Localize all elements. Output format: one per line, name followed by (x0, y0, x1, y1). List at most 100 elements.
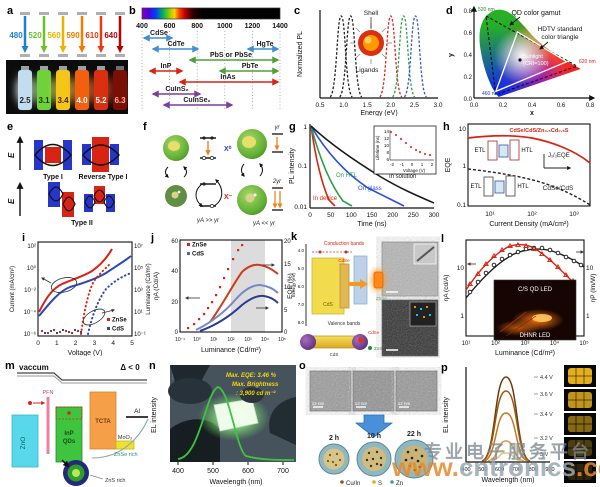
device-photo (168, 365, 296, 462)
flexible-led (213, 398, 259, 432)
y-axis-label: y (448, 53, 455, 57)
panel-m-label: m (5, 360, 15, 372)
legend-cuin: Cu/In (346, 481, 360, 487)
legend: ZnSe CdS (107, 318, 127, 333)
tick-label: 10¹ (210, 337, 218, 343)
tick-label: 0.5 (315, 102, 324, 109)
panel-c: c Shell Ligands 0.5 1.0 1.5 2.0 2.5 3.0 Energ… (294, 5, 443, 116)
y-axis-label-left: ηA (cd/A) (443, 275, 450, 302)
voltage-label: 3.4 V (540, 412, 553, 418)
reverse-type1-diagram (82, 137, 120, 172)
x-ticks: 10¹ 10² 10³ 10⁴ 10⁵ (462, 340, 589, 347)
tick-label: 10 (384, 143, 390, 148)
tick-label: 250 (408, 212, 419, 219)
auger-slow-caption: γA << γr (253, 221, 276, 227)
tick-label: 10 (457, 265, 465, 272)
panel-p-label: p (441, 362, 448, 374)
tick-label: 10³ (134, 288, 143, 294)
hdtv-label-2: color triangle (541, 34, 579, 41)
watermark-chinese: 专业电子服务平台 (424, 442, 592, 462)
el-spectrum-curve (177, 386, 295, 461)
tcta-label: TCTA (95, 419, 111, 425)
panel-n-label: n (149, 360, 156, 372)
wavelength-label: 590 (66, 31, 80, 40)
watermark-com: .com (575, 452, 600, 482)
nanorod-schematic: CdS CdSe ZnSe (300, 330, 385, 357)
tick-label: 300 (429, 212, 440, 219)
tick-label: 0.8 (586, 103, 595, 109)
y-ticks-right: 10⁷ 10⁵ 10³ 10¹ 10⁻¹ (134, 243, 146, 338)
tick-label: 2.5 (410, 102, 419, 109)
y-axis-label: EL intensity (151, 397, 158, 433)
y-axis-label: PL intensity (289, 148, 296, 184)
panel-n: n Max. EQE: 3.46 % Max. Brightness : 3,9… (149, 360, 296, 486)
wavelength-label: 560 (47, 31, 61, 40)
top-curve-label: CdSe/CdS/Zn₀.₅Cd₀.₅S (510, 128, 569, 134)
y-axis-label: EL intensity (443, 397, 450, 433)
x-ticks: 400 500 600 700 800 900 (461, 467, 554, 473)
neutral-qd-pair (163, 135, 189, 207)
tick-label: 400 (136, 23, 148, 30)
x-axis-label: Wavelength (nm) (481, 477, 534, 484)
tick-label: 10⁰ (27, 265, 37, 272)
tick-label: -2 (390, 162, 394, 167)
tick-label: 150 (367, 212, 378, 219)
panel-m: m vaccum Δ < 0 ZnO PFN InP QDs TCTA MoO₃… (5, 360, 149, 486)
jv-curves (38, 248, 132, 317)
tcta-layer (89, 391, 117, 450)
nm620-label: 620 nm (579, 59, 596, 65)
tick-label: 1 (462, 163, 466, 170)
panel-k: k 4.0 5.0 6.0 7.0 8.0 Energy (eV) Conduction… (291, 231, 439, 357)
spectrum-bar (141, 7, 281, 20)
j-annotation-arrow (543, 154, 572, 171)
radiative-levels-bottom (272, 187, 283, 211)
x-ticks: 10⁻¹ 10⁰ 10¹ 10² 10³ 10⁴ 10⁵ (175, 337, 286, 343)
energy-axis-label: E (7, 198, 16, 204)
watermark-url: www.cntronics.com (392, 452, 600, 483)
max-brightness-label: Max. Brightness (232, 382, 279, 388)
tick-label: 60 (171, 239, 178, 245)
tick-label: 10³ (569, 211, 579, 218)
radiative-levels-top (272, 133, 283, 153)
wavelength-label: 640 (104, 31, 118, 40)
vacuum-label: vaccum (19, 363, 49, 372)
legend-znse: ZnSe (112, 318, 127, 324)
legend-zn: Zn (396, 481, 403, 487)
tick-label: -1 (400, 162, 404, 167)
panel-p: p 4.4 V 3.6 V 3.4 V 3.2 V 3 V 400 500 600 7… (441, 362, 596, 484)
material-label: InAs (220, 74, 235, 81)
tem-images (371, 241, 439, 357)
y-ticks-left: 10 1 (457, 265, 465, 320)
tick-label: 600 (495, 467, 504, 473)
energy-axis-label: Energy (eV) (291, 272, 296, 297)
y-axis-label: Normalized PL (297, 31, 304, 77)
tick-label: 10⁴ (550, 340, 560, 347)
tick-label: 10⁻² (24, 288, 36, 294)
legend-cds: CdS (192, 252, 204, 258)
legend-s: S (378, 481, 382, 487)
panel-l: l C/S QD LED DHNR LED 101 101 10¹ 10² 10³ 1… (441, 233, 597, 357)
tick-label: 500 (207, 468, 219, 475)
curve-label-device: In device (313, 196, 338, 202)
qd-inset: Shell Ligands (350, 10, 392, 74)
type1-diagram (34, 140, 72, 170)
qd-vials: 2.5 3.1 3.4 4.0 5.2 6.3 (16, 66, 128, 110)
shell-label: Shell (364, 10, 379, 17)
type1-label: Type I (43, 174, 63, 181)
x-ticks: 0.5 1.0 1.5 2.0 2.5 3.0 (315, 102, 442, 109)
legend: Cu/In S Zn (340, 480, 403, 487)
time-label-22h: 22 h (407, 431, 421, 438)
tick-label: 600 (242, 468, 254, 475)
tick-label: 1 (55, 340, 59, 347)
y-axis-label-right: ηP (lm/W) (590, 274, 597, 303)
y-ticks: 10 1 0.1 (457, 126, 466, 209)
tick-label: 500 (478, 467, 487, 473)
material-label: InP (161, 63, 172, 70)
moo3-label: MoO₃ (118, 435, 132, 441)
tick-label: 1 (460, 313, 464, 320)
y-axis-label-left: ηA (Cd/A) (153, 272, 160, 300)
plot-frame (37, 241, 133, 337)
x-axis-label: Time (ns) (357, 221, 386, 228)
x-ticks: 0.0 0.2 0.4 0.6 0.8 (470, 103, 595, 109)
tick-label: 0.4 (464, 53, 473, 59)
